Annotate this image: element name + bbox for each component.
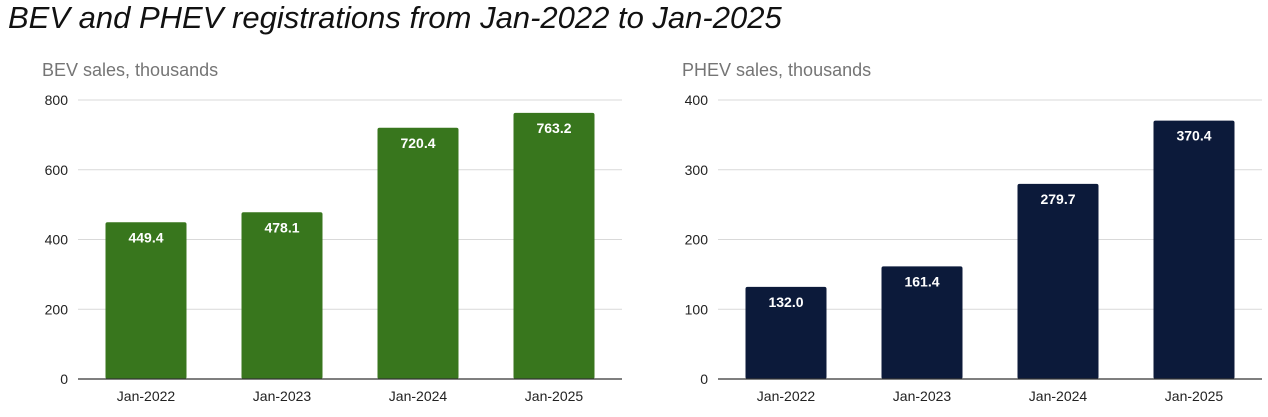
bev-y-tick-label: 400 (45, 232, 69, 248)
phev-y-tick-label: 200 (685, 232, 709, 248)
phev-chart-title: PHEV sales, thousands (682, 60, 871, 80)
bev-y-tick-label: 800 (45, 92, 69, 108)
phev-x-tick-label: Jan-2022 (757, 388, 816, 404)
phev-data-label: 161.4 (904, 273, 939, 289)
bev-bar (105, 222, 187, 379)
bev-data-label: 763.2 (536, 120, 571, 136)
phev-y-tick-label: 0 (700, 371, 708, 387)
bev-chart-title: BEV sales, thousands (42, 60, 218, 80)
bev-data-label: 720.4 (400, 135, 435, 151)
bev-y-tick-label: 200 (45, 301, 69, 317)
phev-y-tick-label: 300 (685, 162, 709, 178)
bev-x-tick-label: Jan-2024 (389, 388, 448, 404)
phev-x-tick-label: Jan-2023 (893, 388, 952, 404)
bev-data-label: 449.4 (128, 229, 163, 245)
phev-bar (881, 266, 963, 379)
phev-bar (1153, 120, 1235, 380)
phev-data-label: 279.7 (1040, 191, 1075, 207)
bev-y-tick-label: 0 (60, 371, 68, 387)
bev-bar (377, 127, 459, 379)
bev-x-tick-label: Jan-2023 (253, 388, 312, 404)
page-title: BEV and PHEV registrations from Jan-2022… (8, 0, 782, 35)
phev-bar (1017, 183, 1099, 379)
phev-data-label: 370.4 (1176, 128, 1211, 144)
phev-y-tick-label: 400 (685, 92, 709, 108)
bev-bar (241, 212, 323, 379)
phev-x-tick-label: Jan-2024 (1029, 388, 1088, 404)
phev-x-tick-label: Jan-2025 (1165, 388, 1224, 404)
bev-x-tick-label: Jan-2022 (117, 388, 176, 404)
bev-data-label: 478.1 (264, 219, 299, 235)
bev-bar (513, 112, 595, 380)
bev-x-tick-label: Jan-2025 (525, 388, 584, 404)
bev-y-tick-label: 600 (45, 162, 69, 178)
phev-y-tick-label: 100 (685, 301, 709, 317)
phev-bar (745, 286, 827, 379)
phev-data-label: 132.0 (768, 294, 803, 310)
